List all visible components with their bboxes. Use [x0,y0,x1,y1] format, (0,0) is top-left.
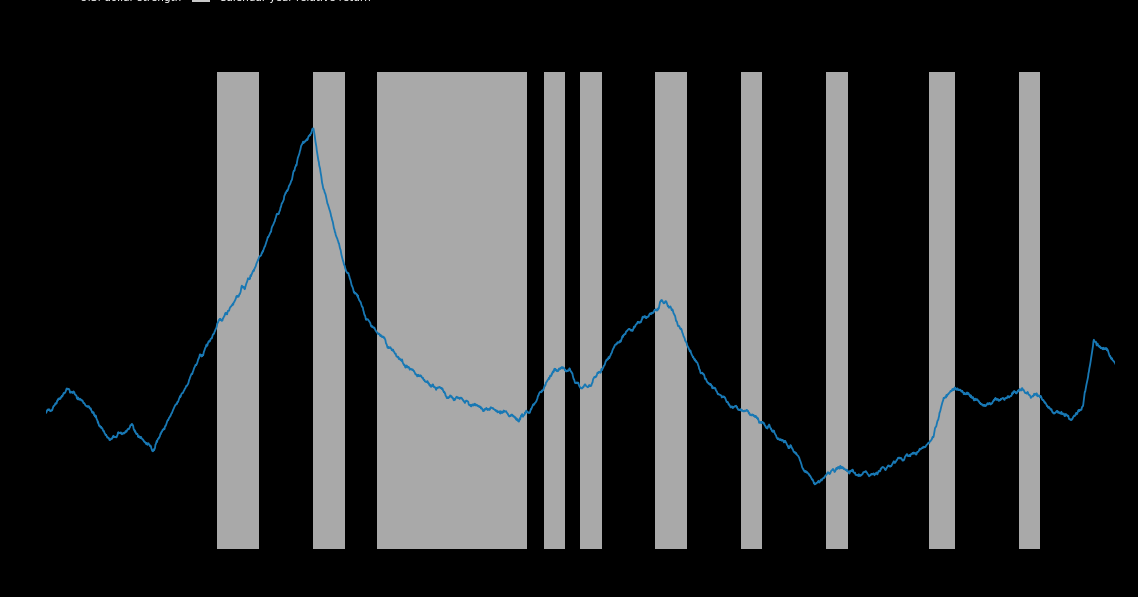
Bar [655,72,687,549]
Legend: U.S. dollar strength, Calendar year relative return: U.S. dollar strength, Calendar year rela… [51,0,372,5]
Bar [216,72,259,549]
Bar [741,72,762,549]
Bar [544,72,566,549]
Bar [377,72,527,549]
Bar [929,72,955,549]
Bar [1019,72,1040,549]
Bar [313,72,345,549]
Bar [580,72,602,549]
Bar [826,72,848,549]
